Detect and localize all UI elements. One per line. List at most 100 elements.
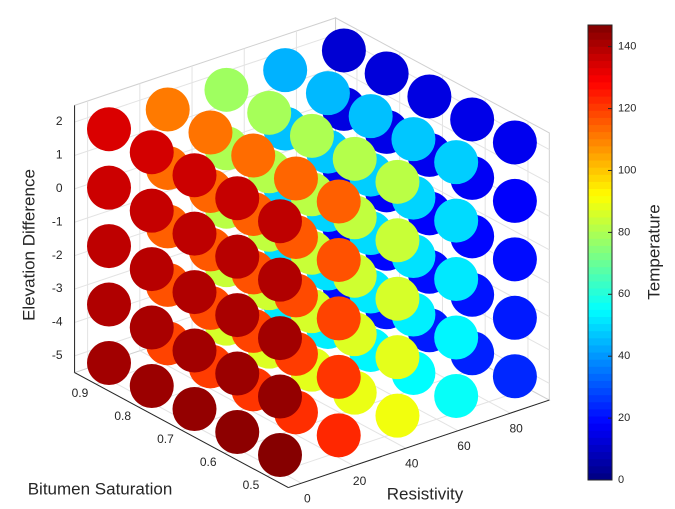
colorbar-band bbox=[588, 188, 612, 197]
colorbar-band bbox=[588, 60, 612, 69]
y-tick-label: 0.7 bbox=[157, 432, 174, 446]
colorbar-tick-label: 100 bbox=[618, 164, 636, 176]
point bbox=[407, 74, 452, 119]
point bbox=[289, 113, 334, 158]
colorbar-band bbox=[588, 174, 612, 182]
colorbar-band bbox=[588, 401, 612, 410]
point bbox=[434, 257, 479, 302]
colorbar-band bbox=[588, 152, 612, 161]
point bbox=[258, 433, 302, 477]
point bbox=[492, 295, 537, 340]
point bbox=[204, 67, 249, 112]
point bbox=[316, 354, 361, 399]
point bbox=[129, 130, 174, 175]
colorbar-tick-label: 40 bbox=[618, 350, 630, 362]
colorbar-band bbox=[588, 380, 612, 389]
x-tick-label: 0 bbox=[304, 491, 311, 505]
colorbar-band bbox=[588, 202, 612, 211]
point bbox=[321, 28, 366, 73]
z-tick-label: 0 bbox=[56, 181, 63, 195]
colorbar-band bbox=[588, 330, 612, 339]
point bbox=[215, 410, 260, 454]
point bbox=[87, 282, 131, 327]
colorbar-band bbox=[588, 145, 612, 154]
colorbar-band bbox=[588, 430, 612, 438]
colorbar-band bbox=[588, 273, 612, 282]
point bbox=[258, 257, 302, 302]
point bbox=[364, 51, 409, 96]
z-tick-label: -2 bbox=[52, 248, 63, 262]
y-tick-label: 0.6 bbox=[200, 455, 217, 469]
z-tick-label: -1 bbox=[52, 214, 63, 228]
point bbox=[258, 199, 302, 244]
z-tick-label: 1 bbox=[56, 148, 63, 162]
point bbox=[375, 335, 420, 380]
colorbar-band bbox=[588, 309, 612, 317]
point bbox=[375, 218, 420, 263]
labels: 0204060800.50.60.70.80.9-5-4-3-2-1012020… bbox=[52, 24, 636, 505]
point bbox=[87, 107, 131, 152]
point bbox=[273, 156, 318, 201]
colorbar-band bbox=[588, 138, 612, 147]
z-tick-label: -4 bbox=[52, 315, 63, 329]
colorbar-band bbox=[588, 280, 612, 289]
colorbar-band bbox=[588, 423, 612, 431]
colorbar-band bbox=[588, 387, 612, 396]
x-tick-label: 60 bbox=[457, 439, 471, 453]
colorbar-band bbox=[588, 465, 612, 474]
y-axis-label: Bitumen Saturation bbox=[28, 479, 173, 498]
point bbox=[188, 110, 233, 155]
grid-line bbox=[74, 34, 336, 123]
colorbar-band bbox=[588, 117, 612, 126]
colorbar-band bbox=[588, 32, 612, 40]
point bbox=[434, 140, 479, 185]
x-tick-label: 20 bbox=[353, 474, 367, 488]
point bbox=[129, 247, 174, 292]
colorbar-band bbox=[588, 359, 612, 367]
y-tick-label: 0.8 bbox=[114, 409, 131, 423]
colorbar-label: Temperature bbox=[644, 204, 663, 299]
colorbar-tick-label: 60 bbox=[618, 288, 630, 300]
colorbar-band bbox=[588, 216, 612, 225]
y-tick-label: 0.5 bbox=[243, 478, 260, 492]
point bbox=[215, 351, 260, 396]
point bbox=[332, 136, 377, 181]
colorbar-band bbox=[588, 458, 612, 467]
point bbox=[172, 387, 217, 431]
colorbar-band bbox=[588, 295, 612, 303]
colorbar-band bbox=[588, 195, 612, 204]
point bbox=[129, 364, 174, 408]
point bbox=[492, 354, 537, 399]
point bbox=[247, 90, 292, 135]
colorbar-band bbox=[588, 437, 612, 445]
point bbox=[316, 296, 361, 341]
colorbar-band bbox=[588, 316, 612, 325]
colorbar-band bbox=[588, 181, 612, 190]
point bbox=[375, 276, 420, 321]
colorbar-band bbox=[588, 25, 612, 33]
point bbox=[305, 71, 350, 116]
z-tick-label: -3 bbox=[52, 281, 63, 295]
colorbar-band bbox=[588, 167, 612, 175]
point bbox=[87, 341, 131, 385]
colorbar-band bbox=[588, 96, 612, 104]
colorbar-band bbox=[588, 53, 612, 62]
colorbar-band bbox=[588, 444, 612, 453]
colorbar-band bbox=[588, 67, 612, 76]
colorbar-band bbox=[588, 302, 612, 310]
colorbar-band bbox=[588, 231, 612, 239]
colorbar-band bbox=[588, 74, 612, 83]
y-axis-line bbox=[74, 372, 289, 489]
x-axis-label: Resistivity bbox=[387, 484, 464, 503]
point bbox=[231, 133, 276, 178]
point bbox=[434, 373, 479, 418]
colorbar-band bbox=[588, 266, 612, 275]
point bbox=[450, 97, 495, 142]
colorbar-tick-label: 120 bbox=[618, 102, 636, 114]
colorbar-band bbox=[588, 337, 612, 346]
point bbox=[263, 48, 308, 93]
x-tick-label: 80 bbox=[509, 421, 523, 435]
colorbar-band bbox=[588, 408, 612, 417]
point bbox=[492, 120, 537, 165]
z-tick-label: -5 bbox=[52, 348, 63, 362]
